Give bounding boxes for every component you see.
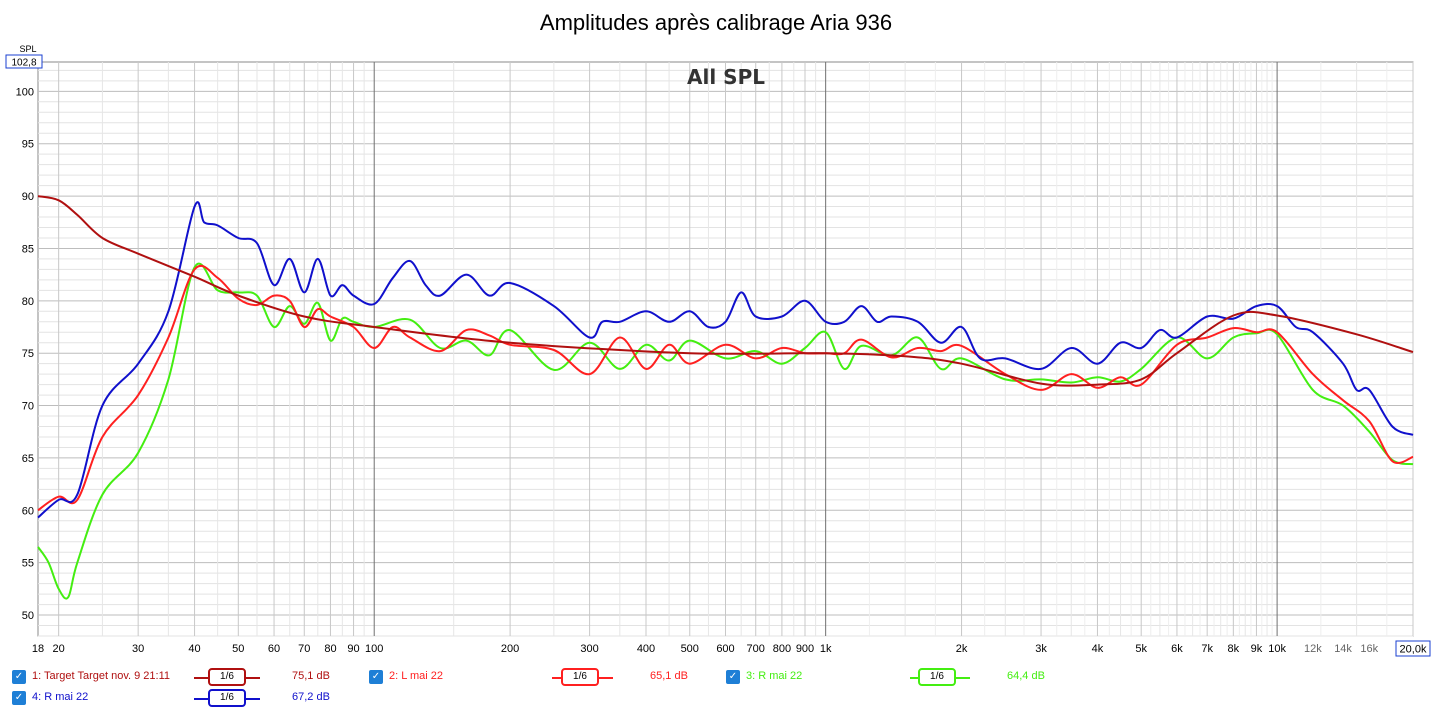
series-1-swatch-left xyxy=(194,677,208,679)
series-3-label: 3: R mai 22 xyxy=(746,670,803,682)
series-2-checkbox[interactable]: ✓ xyxy=(369,670,383,684)
series-3-checkbox[interactable]: ✓ xyxy=(726,670,740,684)
x-tick-label: 60 xyxy=(268,643,280,655)
series-3-level: 64,4 dB xyxy=(1007,670,1045,682)
x-tick-label: 200 xyxy=(501,643,519,655)
y-tick-label: 100 xyxy=(16,86,34,98)
series-line-2 xyxy=(37,264,1414,512)
x-tick-label: 4k xyxy=(1092,643,1104,655)
series-lines xyxy=(37,195,1414,600)
chart-subtitle: All SPL xyxy=(687,65,765,89)
x-tick-label: 20 xyxy=(53,643,65,655)
x-tick-label: 90 xyxy=(347,643,359,655)
x-tick-label: 7k xyxy=(1201,643,1213,655)
y-tick-label: 90 xyxy=(22,191,34,203)
x-tick-label: 9k xyxy=(1251,643,1263,655)
x-end-readout[interactable]: 20,0k xyxy=(1400,644,1427,656)
x-tick-label: 5k xyxy=(1135,643,1147,655)
series-4-checkbox[interactable]: ✓ xyxy=(12,691,26,705)
y-tick-label: 60 xyxy=(22,505,34,517)
series-line-4 xyxy=(37,201,1414,519)
series-1-label: 1: Target Target nov. 9 21:11 xyxy=(32,670,171,682)
grid xyxy=(38,62,1414,637)
x-tick-label: 12k xyxy=(1304,643,1322,655)
x-tick-label: 6k xyxy=(1171,643,1183,655)
series-1-smoothing-button[interactable]: 1/6 xyxy=(208,668,246,686)
x-tick-label: 70 xyxy=(298,643,310,655)
chart-title: Amplitudes après calibrage Aria 936 xyxy=(540,10,892,35)
x-tick-labels: 18 20 30 40 50 60 70 80 90 100 200 300 400 500 600 700 8… xyxy=(32,643,1379,655)
x-end-readout-box[interactable] xyxy=(1395,640,1431,657)
series-3-swatch-right xyxy=(956,677,970,679)
x-tick-label: 16k xyxy=(1360,643,1378,655)
series-line-1 xyxy=(37,195,1414,387)
series-3-swatch-left xyxy=(910,677,924,679)
y-top-readout[interactable]: 102,8 xyxy=(11,58,36,69)
y-axis-label: SPL xyxy=(19,44,36,54)
series-1-level: 75,1 dB xyxy=(292,670,330,682)
series-4-level: 67,2 dB xyxy=(292,691,330,703)
y-tick-label: 55 xyxy=(22,558,34,570)
x-tick-label: 300 xyxy=(580,643,598,655)
series-1-swatch-right xyxy=(246,677,260,679)
y-tick-label: 80 xyxy=(22,296,34,308)
series-1-checkbox[interactable]: ✓ xyxy=(12,670,26,684)
x-tick-label: 900 xyxy=(796,643,814,655)
series-4-swatch-right xyxy=(246,698,260,700)
y-tick-label: 75 xyxy=(22,348,34,360)
series-3-smoothing-button[interactable]: 1/6 xyxy=(918,668,956,686)
series-2-level: 65,1 dB xyxy=(650,670,688,682)
y-tick-label: 85 xyxy=(22,243,34,255)
x-tick-label: 500 xyxy=(681,643,699,655)
x-tick-label: 3k xyxy=(1035,643,1047,655)
y-tick-label: 65 xyxy=(22,453,34,465)
x-tick-label: 10k xyxy=(1268,643,1286,655)
x-tick-label: 2k xyxy=(956,643,968,655)
x-tick-label: 30 xyxy=(132,643,144,655)
x-tick-label: 40 xyxy=(188,643,200,655)
x-tick-label: 600 xyxy=(716,643,734,655)
series-2-smoothing-button[interactable]: 1/6 xyxy=(561,668,599,686)
y-top-readout-box[interactable] xyxy=(5,54,43,69)
series-2-swatch-right xyxy=(599,677,613,679)
x-tick-label: 100 xyxy=(365,643,383,655)
x-tick-label: 700 xyxy=(747,643,765,655)
series-line-3 xyxy=(37,262,1414,600)
x-tick-label: 50 xyxy=(232,643,244,655)
x-tick-label: 80 xyxy=(324,643,336,655)
x-tick-label: 18 xyxy=(32,643,44,655)
series-4-label: 4: R mai 22 xyxy=(32,691,89,703)
y-tick-labels: 50 55 60 65 70 75 80 85 90 95 100 xyxy=(16,86,34,622)
series-2-swatch-left xyxy=(552,677,566,679)
x-tick-label: 1k xyxy=(820,643,832,655)
series-2-label: 2: L mai 22 xyxy=(389,670,444,682)
y-tick-label: 50 xyxy=(22,610,34,622)
series-4-swatch-left xyxy=(194,698,208,700)
x-tick-label: 400 xyxy=(637,643,655,655)
y-tick-label: 70 xyxy=(22,401,34,413)
x-tick-label: 8k xyxy=(1228,643,1240,655)
x-tick-label: 800 xyxy=(773,643,791,655)
y-tick-label: 95 xyxy=(22,139,34,151)
series-4-smoothing-button[interactable]: 1/6 xyxy=(208,689,246,707)
x-tick-label: 14k xyxy=(1334,643,1352,655)
